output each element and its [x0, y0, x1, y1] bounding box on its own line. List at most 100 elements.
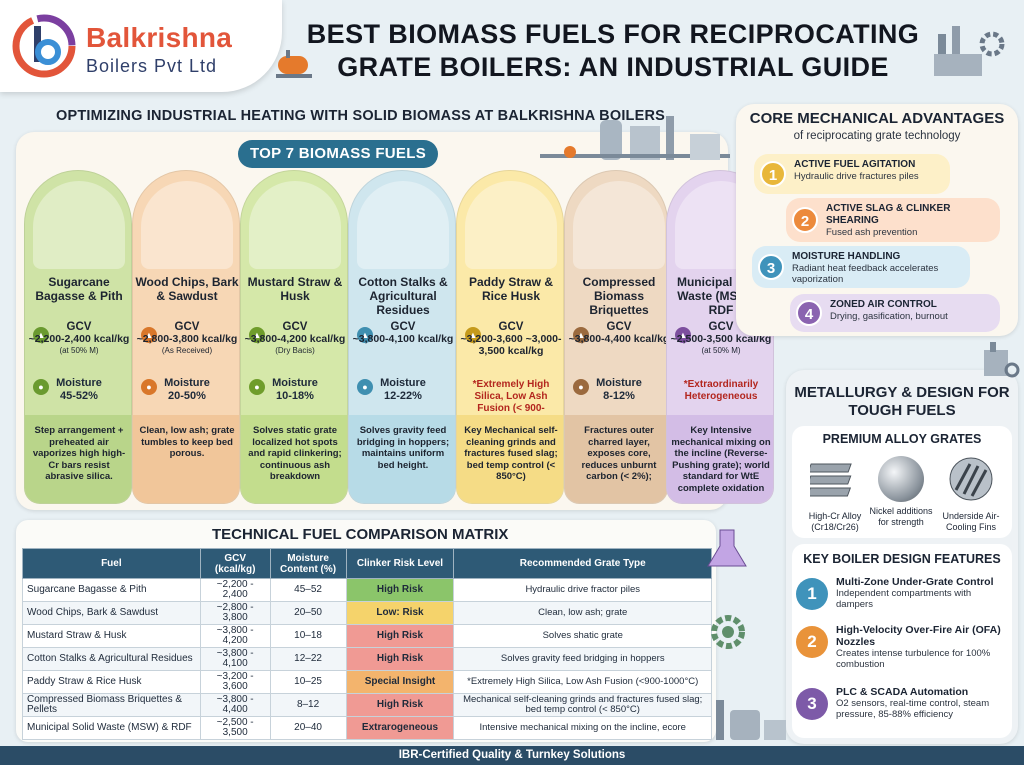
fuel-moisture: Moisture 20-50%	[135, 377, 239, 403]
fuel-card: Wood Chips, Bark & Sawdust ▲ GCV ~2,800-3,8…	[132, 170, 240, 504]
fuel-cell: Paddy Straw & Rice Husk	[22, 670, 201, 694]
gcv-label: GCV	[282, 321, 308, 333]
droplet-icon: ●	[357, 379, 373, 395]
grate-cell: Solves shatic grate	[453, 624, 712, 648]
step-number: 1	[760, 161, 786, 187]
feature-text: O2 sensors, real-time control, steam pre…	[836, 698, 990, 720]
core-subtitle: of reciprocating grate technology	[793, 130, 961, 142]
flame-icon: ▲	[141, 327, 157, 343]
gear-flask-icon	[707, 529, 747, 649]
moisture-cell: 10–18	[269, 624, 347, 648]
metallurgy-title: METALLURGY & DESIGN FOR TOUGH FUELS	[794, 384, 1010, 419]
gcv-cell: ~2,200 - 2,400	[199, 578, 271, 602]
flame-icon: ▲	[249, 327, 265, 343]
machine-icon	[984, 342, 1020, 378]
table-header-cell: GCV (kcal/kg)	[199, 548, 271, 579]
grate-cell: Hydraulic drive fractor piles	[453, 578, 712, 602]
fuel-name: Sugarcane Bagasse & Pith	[35, 275, 123, 303]
fuel-card: Cotton Stalks & Agricultural Residues ▲ GC…	[348, 170, 456, 504]
droplet-icon: ●	[141, 379, 157, 395]
footer-banner: IBR-Certified Quality & Turnkey Solution…	[0, 746, 1024, 765]
step-title: ACTIVE SLAG & CLINKER SHEARING	[826, 203, 951, 226]
comparison-table: Fuel GCV (kcal/kg) Moisture Content (%) Cli…	[22, 548, 712, 740]
moisture-cell: 20–40	[269, 716, 347, 740]
table-header-cell: Clinker Risk Level	[345, 548, 455, 579]
design-features-box	[792, 544, 1012, 738]
fuel-name: Paddy Straw & Rice Husk	[468, 275, 554, 303]
table-header-cell: Recommended Grate Type	[453, 548, 712, 579]
core-step: 3 MOISTURE HANDLING Radiant heat feedback …	[752, 246, 970, 288]
flame-icon: ▲	[465, 327, 481, 343]
fuel-photo	[357, 181, 449, 269]
fuel-description: Clean, low ash; grate tumbles to keep be…	[133, 415, 239, 503]
fuel-photo	[33, 181, 125, 269]
alloy-item-high-cr: High-Cr Alloy (Cr18/Cr26)	[800, 456, 870, 533]
gcv-cell: ~2,500 - 3,500	[199, 716, 271, 740]
fuel-gcv: GCV ~3,200-3,600 ~3,000-3,500 kcal/kg	[459, 321, 563, 357]
title-line-1: BEST BIOMASS FUELS FOR RECIPROCATING	[306, 19, 920, 49]
factory-icon	[934, 26, 1005, 76]
fuel-cell: Sugarcane Bagasse & Pith	[22, 578, 201, 602]
grate-cell: Intensive mechanical mixing on the incli…	[453, 716, 712, 740]
nickel-sphere-icon	[878, 456, 924, 502]
fuel-moisture: Moisture 8-12%	[567, 377, 667, 403]
alloy-item-nickel: Nickel additions for strength	[866, 456, 936, 528]
gcv-value: ~3,800-4,200 kcal/kg	[244, 333, 346, 345]
design-feature: 2 High-Velocity Over-Fire Air (OFA) Nozzl…	[796, 624, 1010, 670]
feature-number: 1	[796, 578, 828, 610]
fuel-description: Key Intensive mechanical mixing on the i…	[667, 415, 773, 503]
step-title: MOISTURE HANDLING	[792, 251, 901, 262]
fuel-gcv: GCV ~3,800-4,100 kcal/kg	[351, 321, 455, 345]
brand-subtitle: Boilers Pvt Ltd	[86, 56, 218, 76]
fuel-photo	[141, 181, 233, 269]
fuel-card: Sugarcane Bagasse & Pith ▲ GCV ~2,200-2,400…	[24, 170, 132, 504]
moisture-value: 45-52%	[60, 390, 98, 402]
fuel-name: Mustard Straw & Husk	[247, 275, 343, 303]
top7-banner: TOP 7 BIOMASS FUELS	[238, 140, 438, 168]
gcv-value: ~2,200-2,400 kcal/kg	[28, 333, 130, 345]
grate-cell: Clean, low ash; grate	[453, 601, 712, 625]
gcv-label: GCV	[66, 321, 92, 333]
table-header-cell: Fuel	[22, 548, 201, 579]
fuel-card: Mustard Straw & Husk ▲ GCV ~3,800-4,200 kca…	[240, 170, 348, 504]
feature-title: Multi-Zone Under-Grate Control	[836, 576, 994, 588]
fuel-name: Wood Chips, Bark & Sawdust	[135, 275, 239, 303]
feature-number: 3	[796, 688, 828, 720]
alloy-item-fins: Underside Air-Cooling Fins	[936, 456, 1006, 533]
risk-cell: Extrarogeneous	[345, 716, 455, 740]
flame-icon: ▲	[573, 327, 589, 343]
fuel-photo	[249, 181, 341, 269]
section-subtitle: OPTIMIZING INDUSTRIAL HEATING WITH SOLID…	[56, 108, 666, 124]
moisture-value: 8-12%	[603, 390, 635, 402]
alloy-label: Nickel additions for strength	[869, 506, 933, 527]
fuel-moisture: Moisture 10-18%	[243, 377, 347, 403]
fuel-cell: Mustard Straw & Husk	[22, 624, 201, 648]
fuel-description: Solves static grate localized hot spots …	[241, 415, 347, 503]
step-number: 2	[792, 207, 818, 233]
moisture-label: Moisture	[164, 377, 210, 389]
table-row: Cotton Stalks & Agricultural Residues ~3,…	[22, 647, 712, 671]
fuel-cell: Cotton Stalks & Agricultural Residues	[22, 647, 201, 671]
gcv-value: ~2,500-3,500 kcal/kg	[670, 333, 772, 345]
gcv-label: GCV	[174, 321, 200, 333]
fuel-card: Paddy Straw & Rice Husk ▲ GCV ~3,200-3,600 …	[456, 170, 564, 504]
moisture-cell: 12–22	[269, 647, 347, 671]
gcv-label: GCV	[606, 321, 632, 333]
alloy-label: High-Cr Alloy (Cr18/Cr26)	[808, 511, 862, 532]
feature-title: High-Velocity Over-Fire Air (OFA) Nozzle…	[836, 624, 1001, 648]
risk-cell: High Risk	[345, 647, 455, 671]
gcv-cell: ~3,800 - 4,100	[199, 647, 271, 671]
gcv-note: (As Received)	[161, 346, 213, 355]
gcv-cell: ~2,800 - 3,800	[199, 601, 271, 625]
alloy-label: Underside Air-Cooling Fins	[942, 511, 1000, 532]
core-step: 4 ZONED AIR CONTROL Drying, gasification, …	[790, 294, 1000, 332]
moisture-value: 12-22%	[384, 390, 422, 402]
fuel-moisture: Moisture 12-22%	[351, 377, 455, 403]
feature-title: PLC & SCADA Automation	[836, 686, 969, 698]
step-text: Drying, gasification, burnout	[830, 311, 948, 322]
table-row: Mustard Straw & Husk ~3,800 - 4,200 10–18 H…	[22, 624, 712, 648]
fuel-gcv: GCV ~2,200-2,400 kcal/kg (at 50% M)	[27, 321, 131, 357]
cooling-fins-icon	[949, 457, 993, 501]
risk-cell: High Risk	[345, 624, 455, 648]
fuel-cell: Municipal Solid Waste (MSW) & RDF	[22, 716, 201, 740]
